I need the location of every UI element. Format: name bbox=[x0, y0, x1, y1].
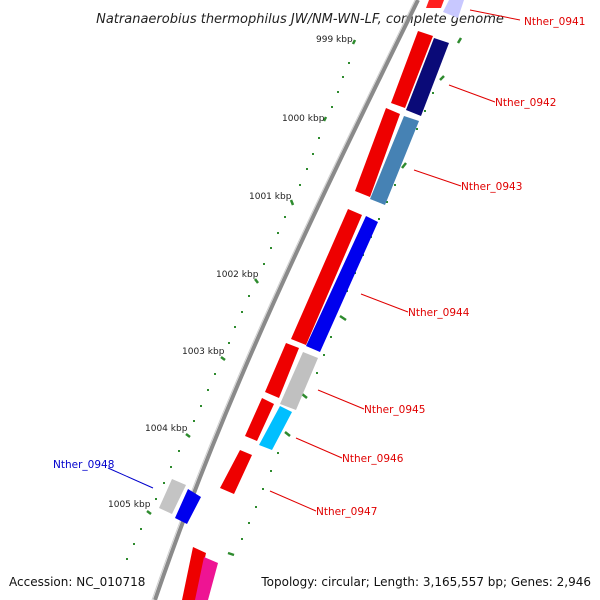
gene-Nther_0943[interactable] bbox=[370, 116, 419, 205]
cds-block bbox=[245, 398, 274, 441]
cds-block bbox=[291, 209, 362, 345]
scale-label: 1003 kbp bbox=[182, 347, 225, 357]
scale-label: 1004 kbp bbox=[145, 424, 188, 434]
gene-label-Nther_0944[interactable]: Nther_0944 bbox=[408, 307, 470, 319]
gene-pale-block bbox=[159, 479, 186, 514]
leader-lines bbox=[107, 9, 521, 512]
cds-block bbox=[426, 0, 444, 8]
accession-text: Accession: NC_010718 bbox=[9, 575, 146, 589]
gene-label-Nther_0945[interactable]: Nther_0945 bbox=[364, 404, 425, 416]
gene-Nther_0946[interactable] bbox=[259, 406, 292, 450]
gene-Nther_0942[interactable] bbox=[406, 38, 449, 116]
gene-Nther_0944[interactable] bbox=[306, 216, 378, 352]
scale-label: 1002 kbp bbox=[216, 270, 259, 280]
backbone-arc bbox=[153, 0, 420, 600]
scale-ticks bbox=[146, 39, 357, 515]
cds-block bbox=[265, 343, 299, 398]
gene-Nther_0945[interactable] bbox=[280, 352, 318, 410]
gene-Nther_0941[interactable] bbox=[443, 0, 464, 18]
cds-blocks bbox=[182, 0, 444, 600]
gene-label-Nther_0942[interactable]: Nther_0942 bbox=[495, 97, 556, 109]
gene-label-Nther_0946[interactable]: Nther_0946 bbox=[342, 453, 404, 465]
cds-block bbox=[355, 108, 400, 197]
gene-labels: Nther_0941 Nther_0942 Nther_0943 Nther_0… bbox=[53, 16, 585, 518]
genome-title: Natranaerobius thermophilus JW/NM-WN-LF,… bbox=[96, 12, 504, 27]
cds-block bbox=[391, 31, 433, 108]
scale-label: 999 kbp bbox=[316, 35, 353, 45]
gene-label-Nther_0941[interactable]: Nther_0941 bbox=[524, 16, 585, 28]
cds-block bbox=[182, 547, 206, 600]
scale-label: 1005 kbp bbox=[108, 500, 151, 510]
cds-block bbox=[220, 450, 252, 494]
gene-label-Nther_0947[interactable]: Nther_0947 bbox=[316, 506, 377, 518]
scale-labels: 999 kbp 1000 kbp 1001 kbp 1002 kbp 1003 … bbox=[108, 35, 353, 510]
gene-label-Nther_0943[interactable]: Nther_0943 bbox=[461, 181, 522, 193]
gene-pink-block bbox=[195, 557, 218, 600]
gene-Nther_0948[interactable] bbox=[175, 489, 201, 524]
gene-label-Nther_0948[interactable]: Nther_0948 bbox=[53, 459, 114, 471]
outer-ticks bbox=[227, 37, 463, 557]
genome-summary-text: Topology: circular; Length: 3,165,557 bp… bbox=[261, 575, 591, 589]
scale-label: 1000 kbp bbox=[282, 114, 325, 124]
scale-dots bbox=[126, 62, 350, 560]
gene-blocks bbox=[159, 0, 464, 600]
scale-label: 1001 kbp bbox=[249, 192, 292, 202]
